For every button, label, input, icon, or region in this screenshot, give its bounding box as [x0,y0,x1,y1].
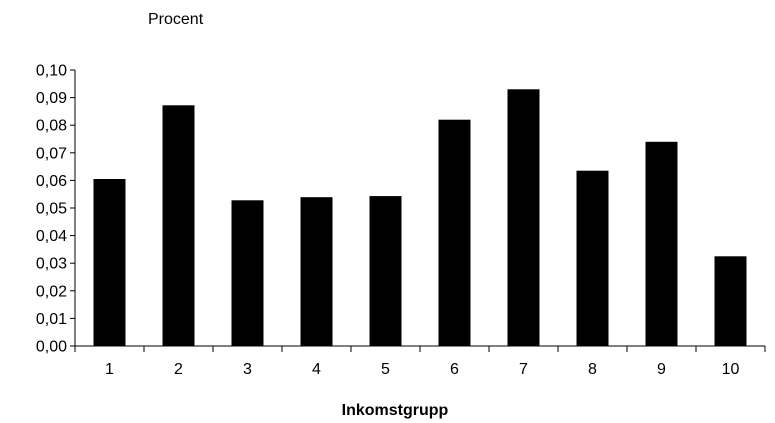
x-tick-label: 9 [657,361,666,378]
bar [714,256,747,346]
y-tick-label: 0,05 [36,201,67,218]
x-axis-title: Inkomstgrupp [342,402,449,419]
bar [507,89,540,347]
bar [162,105,195,346]
y-tick-label: 0,08 [36,118,67,135]
y-tick-label: 0,01 [36,311,67,328]
y-tick-label: 0,04 [36,228,67,245]
bar [93,179,126,346]
y-tick-label: 0,02 [36,283,67,300]
x-tick-label: 1 [105,361,114,378]
y-tick-label: 0,00 [36,339,67,356]
y-tick-label: 0,09 [36,90,67,107]
y-tick-label: 0,06 [36,173,67,190]
plot-area: 0,00 0,01 0,02 0,03 0,04 0,05 0,06 0,07 0,08 0,09… [36,63,766,378]
bar [645,141,678,346]
x-tick-label: 2 [174,361,183,378]
x-tick-label: 8 [588,361,597,378]
x-tick-label: 7 [519,361,528,378]
x-tick-label: 6 [450,361,459,378]
bar [300,197,333,346]
x-tick-label: 10 [722,361,740,378]
bar [438,119,471,346]
y-axis-unit-label: Procent [148,11,204,28]
y-tick-label: 0,10 [36,63,67,80]
x-tick-label: 4 [312,361,321,378]
bar [231,200,264,346]
x-tick-label: 3 [243,361,252,378]
y-tick-label: 0,03 [36,256,67,273]
y-tick-label: 0,07 [36,145,67,162]
bar [369,196,402,346]
bar [576,170,609,346]
x-tick-label: 5 [381,361,390,378]
